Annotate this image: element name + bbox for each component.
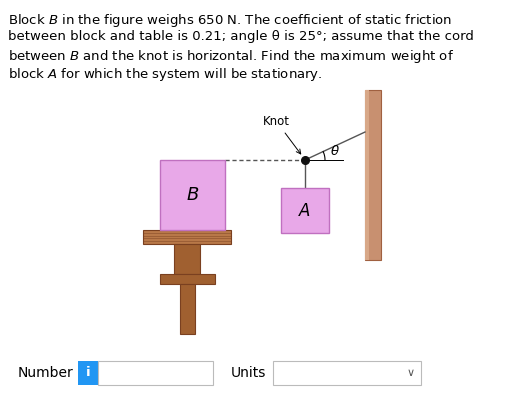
Text: $\it{B}$: $\it{B}$ (186, 186, 199, 204)
Bar (273, 361, 421, 385)
Text: block $\it{A}$ for which the system will be stationary.: block $\it{A}$ for which the system will… (8, 66, 323, 83)
Bar (365, 90, 381, 260)
Bar (98, 361, 213, 385)
Bar (143, 230, 231, 244)
Text: i: i (86, 366, 90, 379)
Text: Number: Number (18, 366, 74, 380)
Text: Knot: Knot (263, 115, 301, 154)
Bar (179, 284, 194, 334)
Bar (78, 361, 98, 385)
Bar (174, 244, 200, 274)
Text: between $\it{B}$ and the knot is horizontal. Find the maximum weight of: between $\it{B}$ and the knot is horizon… (8, 48, 454, 65)
Bar (160, 274, 215, 284)
Bar (365, 90, 369, 260)
Text: between block and table is 0.21; angle θ is 25°; assume that the cord: between block and table is 0.21; angle θ… (8, 30, 474, 43)
Text: Units: Units (231, 366, 266, 380)
Bar (281, 188, 329, 233)
Bar (160, 160, 225, 230)
Text: ∨: ∨ (407, 368, 415, 378)
Text: θ: θ (331, 145, 339, 158)
Text: Block $\it{B}$ in the figure weighs 650 N. The coefficient of static friction: Block $\it{B}$ in the figure weighs 650 … (8, 12, 452, 29)
Text: $\it{A}$: $\it{A}$ (298, 202, 312, 220)
